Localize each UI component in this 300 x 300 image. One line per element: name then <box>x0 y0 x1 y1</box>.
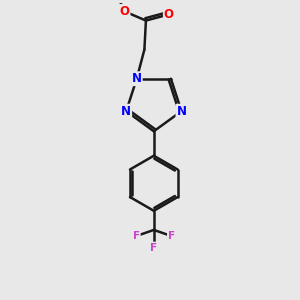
Text: N: N <box>132 72 142 85</box>
Text: O: O <box>164 8 174 21</box>
Text: F: F <box>133 231 140 241</box>
Text: N: N <box>176 105 187 118</box>
Text: F: F <box>168 231 175 241</box>
Text: O: O <box>119 5 130 18</box>
Text: N: N <box>121 105 131 118</box>
Text: F: F <box>150 242 158 253</box>
